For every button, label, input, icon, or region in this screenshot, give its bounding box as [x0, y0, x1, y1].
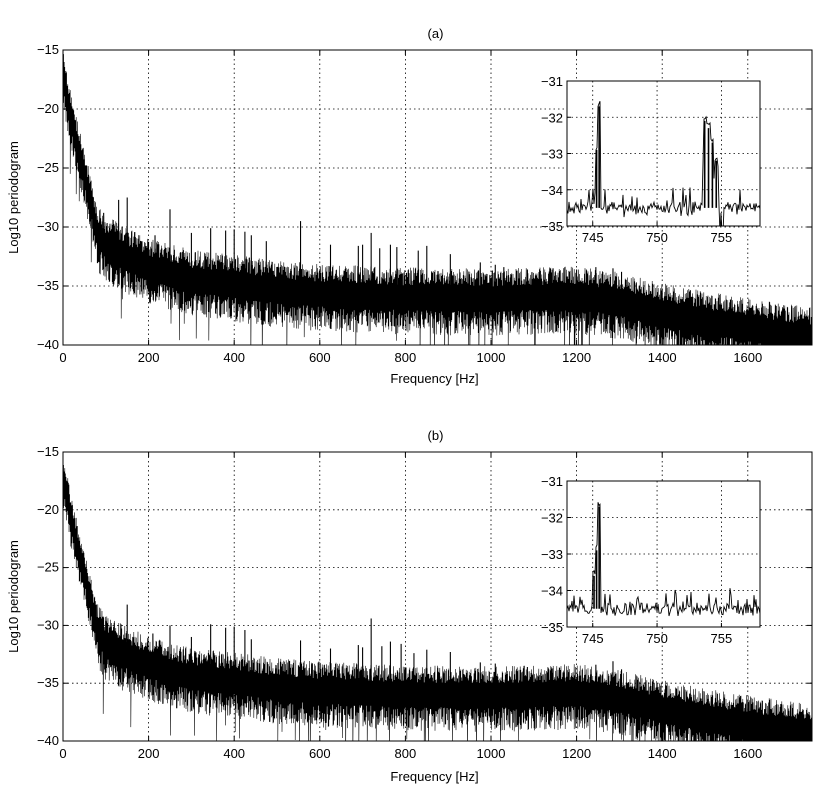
x-tick-label: 800	[395, 746, 417, 761]
inset-b: 745 750 755 −31 −32 −33 −34 −35	[541, 474, 761, 646]
y-tick-label: −20	[37, 101, 59, 116]
y-axis-label: Log10 periodogram	[6, 540, 21, 653]
x-tick-label: 1000	[477, 746, 506, 761]
inset-x-tick-label: 745	[582, 230, 604, 245]
y-tick-label: −15	[37, 42, 59, 57]
x-tick-label: 1200	[562, 350, 591, 365]
x-tick-label: 0	[59, 746, 66, 761]
panel-b: 0 200 400 600 800 1000 1200 1400 1600 −15 −20 −25 −3…	[6, 428, 813, 784]
spectrum-series	[63, 457, 812, 741]
x-tick-label: 200	[138, 350, 160, 365]
x-tick-label: 200	[138, 746, 160, 761]
chart-title: (a)	[428, 26, 444, 41]
x-tick-label: 400	[223, 350, 245, 365]
spectrum-core	[63, 70, 812, 342]
inset-y-tick-label: −35	[541, 620, 563, 635]
x-tick-label: 600	[309, 746, 331, 761]
y-tick-label: −25	[37, 160, 59, 175]
x-tick-label: 1400	[648, 350, 677, 365]
y-tick-label: −40	[37, 337, 59, 352]
inset-y-tick-label: −31	[541, 74, 563, 89]
inset-y-tick-label: −31	[541, 474, 563, 489]
y-tick-label: −40	[37, 733, 59, 748]
x-tick-label: 1400	[648, 746, 677, 761]
spectrum-core	[63, 477, 812, 737]
axes-frame	[62, 49, 813, 346]
x-axis-label: Frequency [Hz]	[390, 769, 478, 784]
x-tick-label: 1200	[562, 746, 591, 761]
y-tick-label: −20	[37, 502, 59, 517]
x-tick-label: 1600	[733, 746, 762, 761]
inset-y-tick-label: −32	[541, 511, 563, 526]
inset-spectrum	[567, 502, 760, 617]
inset-x-tick-label: 755	[711, 230, 733, 245]
inset-y-tick-label: −33	[541, 147, 563, 162]
inset-y-tick-label: −34	[541, 584, 563, 599]
y-tick-label: −35	[37, 278, 59, 293]
inset-spectrum	[567, 101, 760, 226]
spectrum-series	[63, 54, 812, 345]
inset-y-tick-label: −35	[541, 219, 563, 234]
y-tick-label: −25	[37, 560, 59, 575]
inset-x-tick-label: 745	[582, 631, 604, 646]
y-tick-label: −30	[37, 617, 59, 632]
axes-frame	[62, 451, 813, 742]
inset-x-tick-label: 755	[711, 631, 733, 646]
inset-y-tick-label: −33	[541, 547, 563, 562]
x-tick-label: 800	[395, 350, 417, 365]
inset-y-tick-label: −34	[541, 183, 563, 198]
x-tick-label: 1000	[477, 350, 506, 365]
chart-title: (b)	[428, 428, 444, 443]
spectrum-envelope	[63, 457, 812, 741]
x-tick-label: 0	[59, 350, 66, 365]
inset-series	[567, 101, 760, 226]
y-axis-label: Log10 periodogram	[6, 141, 21, 254]
inset-a: 745 750 755 −31 −32 −33 −34 −35	[541, 74, 761, 245]
y-tick-label: −15	[37, 444, 59, 459]
inset-y-tick-label: −32	[541, 110, 563, 125]
inset-series	[567, 502, 760, 617]
x-axis-label: Frequency [Hz]	[390, 371, 478, 386]
x-tick-label: 600	[309, 350, 331, 365]
y-tick-label: −35	[37, 675, 59, 690]
inset-x-tick-label: 750	[646, 230, 668, 245]
panel-a: 0 200 400 600 800 1000 1200 1400 1600 −15 −20 −25 −3…	[6, 26, 813, 386]
inset-x-tick-label: 750	[646, 631, 668, 646]
y-tick-label: −30	[37, 219, 59, 234]
x-tick-label: 1600	[733, 350, 762, 365]
x-tick-label: 400	[223, 746, 245, 761]
